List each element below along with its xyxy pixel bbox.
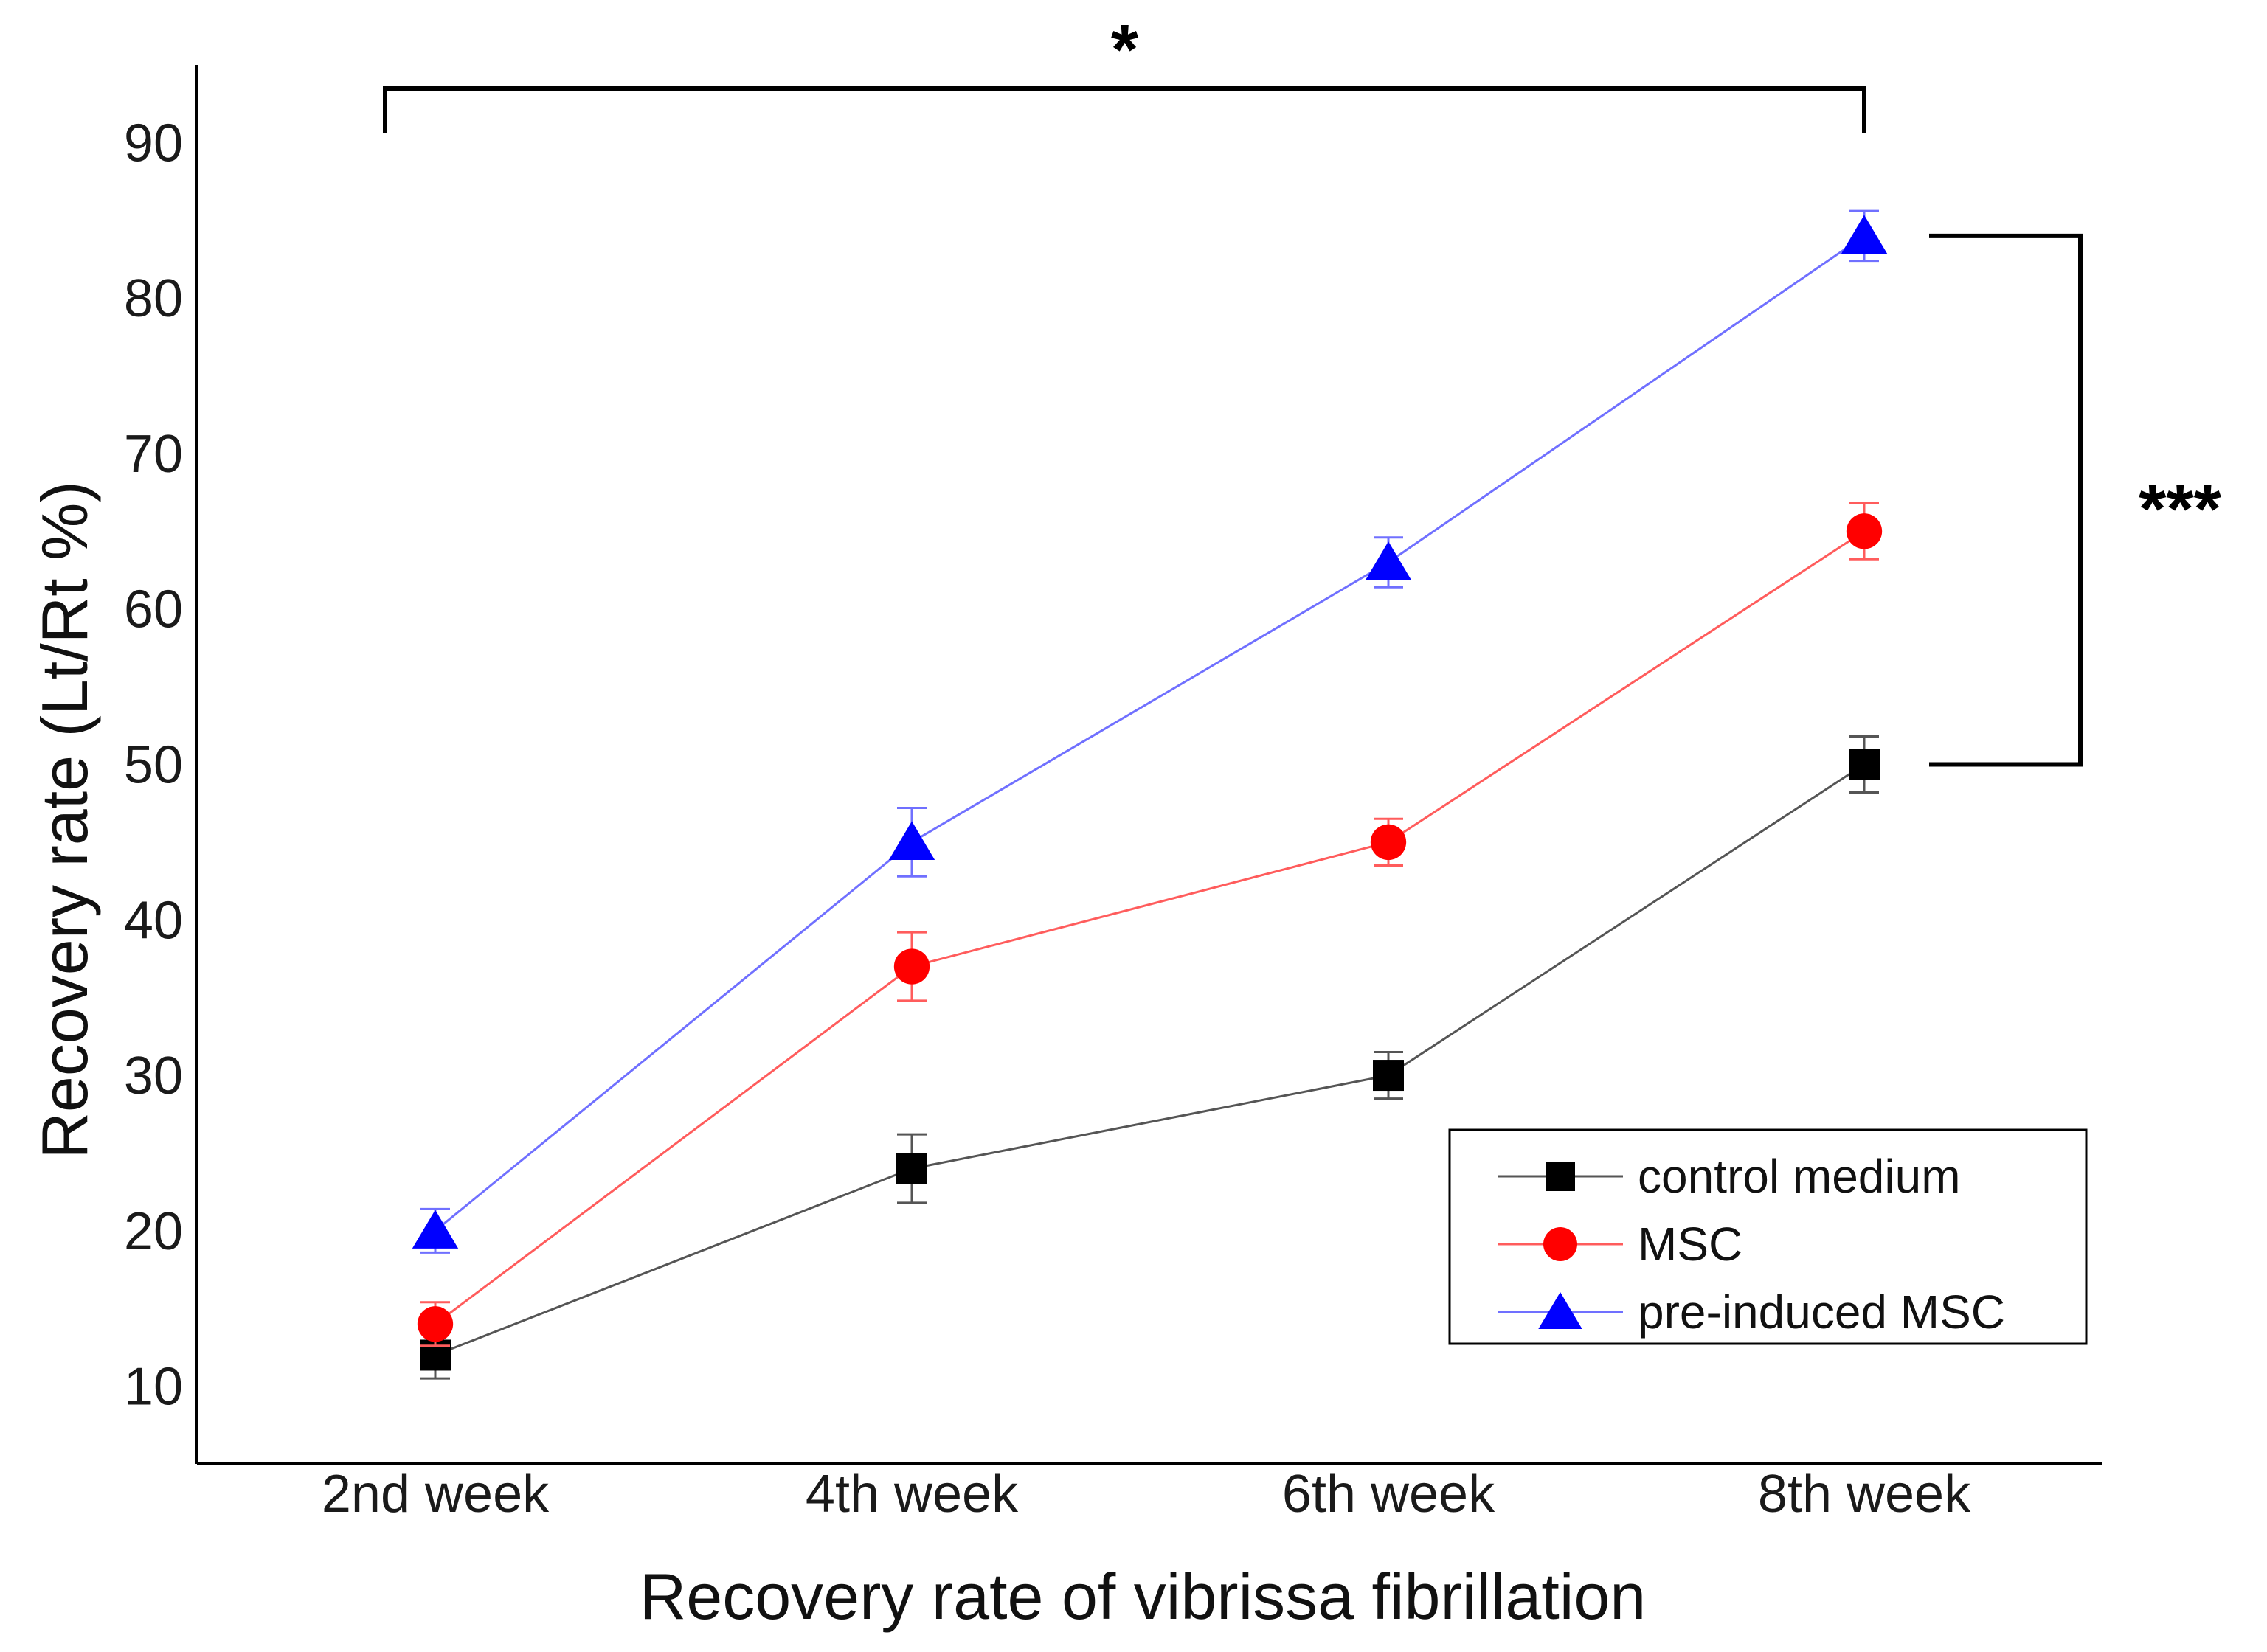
x-axis-title: Recovery rate of vibrissa fibrillation: [640, 1560, 1647, 1633]
series-line: [435, 530, 1865, 1325]
x-tick-label: 2nd week: [322, 1465, 550, 1524]
y-tick-label: 50: [124, 736, 183, 795]
legend-marker: [1543, 1227, 1577, 1261]
data-point: [893, 948, 930, 985]
significance-label: *: [1111, 10, 1139, 89]
data-point: [1849, 749, 1880, 780]
data-point: [888, 821, 935, 860]
series: [412, 209, 1888, 1380]
series-control-medium: [420, 735, 1880, 1380]
x-tick-label: 4th week: [806, 1465, 1019, 1524]
data-point: [896, 1153, 927, 1184]
series-line: [435, 763, 1865, 1356]
series-msc: [417, 502, 1883, 1347]
data-point: [412, 1210, 459, 1249]
legend-label: MSC: [1638, 1218, 1742, 1271]
y-tick-label: 40: [124, 891, 183, 950]
x-tick-label: 8th week: [1758, 1465, 1971, 1524]
legend-label: pre-induced MSC: [1638, 1285, 2005, 1339]
y-tick-label: 30: [124, 1047, 183, 1106]
y-tick-label: 20: [124, 1202, 183, 1261]
data-point: [417, 1306, 454, 1342]
data-point: [1846, 513, 1883, 549]
y-axis-title: Recovery rate (Lt/Rt %): [28, 481, 101, 1159]
legend-items: control medium MSC pre-induced MSC: [1498, 1150, 2005, 1339]
legend-label: control medium: [1638, 1150, 1961, 1203]
data-point: [1373, 1060, 1404, 1092]
series-line: [435, 235, 1865, 1232]
x-tick-label: 6th week: [1282, 1465, 1495, 1524]
y-ticks: 10 20 30 40 50 60 70 80 90: [124, 114, 183, 1416]
y-tick-label: 90: [124, 114, 183, 173]
legend: control medium MSC pre-induced MSC: [1448, 1128, 2088, 1345]
data-point: [1370, 824, 1407, 861]
data-point: [1365, 541, 1412, 580]
y-tick-label: 10: [124, 1358, 183, 1417]
significance-bracket: [1929, 233, 2083, 767]
y-tick-label: 70: [124, 425, 183, 484]
x-ticks: 2nd week 4th week 6th week 8th week: [322, 1465, 1971, 1524]
significance-annotations: ****: [383, 10, 2222, 767]
significance-label: ***: [2139, 470, 2222, 549]
y-tick-label: 80: [124, 269, 183, 328]
significance-bracket: [383, 86, 1866, 133]
legend-marker: [1538, 1292, 1582, 1329]
legend-marker: [1546, 1162, 1575, 1191]
y-tick-label: 60: [124, 580, 183, 639]
series-pre-induced-msc: [412, 209, 1888, 1254]
data-point: [1841, 215, 1888, 254]
